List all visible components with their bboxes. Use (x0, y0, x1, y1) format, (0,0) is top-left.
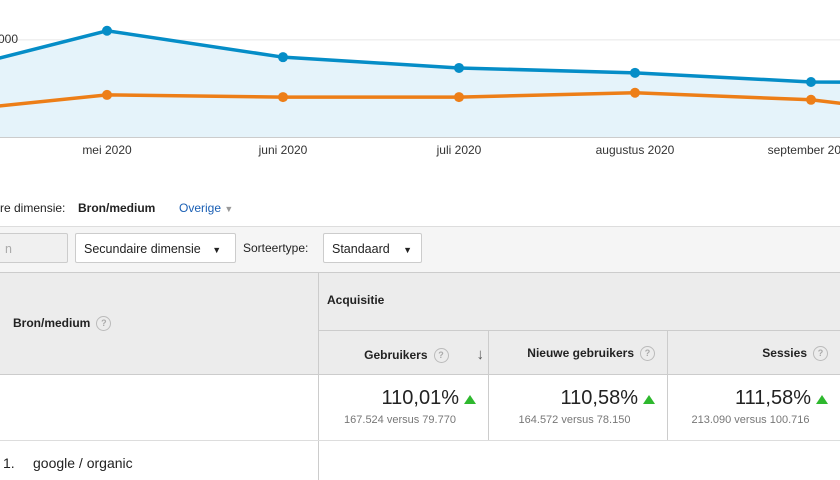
total-compare: 167.524 versus 79.770 (344, 414, 456, 426)
sort-select[interactable]: Standaard ▼ (323, 233, 422, 263)
row-label[interactable]: google / organic (33, 455, 133, 471)
point (806, 94, 816, 105)
total-value: 111,58% (667, 387, 828, 410)
dimension-header-text: Bron/medium (13, 316, 91, 330)
point (454, 62, 464, 73)
x-tick-label: juli 2020 (436, 143, 482, 157)
other-dimension[interactable]: Overige ▼ (179, 201, 234, 215)
total-compare: 213.090 versus 100.716 (691, 414, 810, 426)
show-button[interactable]: n weergeven (0, 233, 68, 286)
x-tick-label: mei 2020 (82, 143, 132, 157)
dimension-header: Bron/medium? (13, 316, 112, 332)
total-compare: 164.572 versus 78.150 (518, 414, 631, 426)
up-arrow (464, 395, 476, 404)
x-tick-label: juni 2020 (258, 143, 308, 157)
y-tick-label: 000 (0, 32, 18, 46)
point (278, 92, 288, 103)
help-icon[interactable]: ? (433, 348, 449, 364)
point (278, 52, 288, 63)
point (102, 25, 112, 36)
column-name: Nieuwe gebruikers (527, 346, 634, 360)
x-tick-label: augustus 2020 (596, 143, 675, 157)
column-name: Sessies (762, 346, 807, 360)
point (454, 92, 464, 103)
help-icon[interactable]: ? (640, 346, 655, 362)
total-value: 110,58% (488, 387, 655, 410)
dimension-label: re dimensie: (0, 201, 66, 215)
row-index: 1. (3, 455, 15, 471)
column-name: Gebruikers (364, 348, 428, 362)
sort-arrow[interactable]: ↓ (476, 346, 485, 363)
sort-label: Sorteertype: (243, 241, 309, 255)
point (630, 67, 640, 78)
secondary-text: Secundaire dimensie (84, 242, 201, 256)
column-divider (318, 272, 319, 480)
table-header (0, 272, 840, 375)
point (806, 76, 816, 87)
up-arrow (816, 395, 828, 404)
row-line (0, 440, 840, 441)
column-header[interactable]: Nieuwe gebruikers? (488, 346, 655, 362)
point (102, 89, 112, 100)
x-tick-label: september 2020 (768, 143, 840, 157)
help-icon[interactable]: ? (813, 346, 828, 362)
secondary-dimension[interactable]: Secundaire dimensie ▼ (75, 233, 236, 263)
column-divider (667, 330, 668, 440)
sort-text: Standaard (332, 242, 390, 256)
column-divider (488, 330, 489, 440)
subheader-line (318, 330, 840, 331)
total-percent: 110,01% (381, 387, 459, 409)
other-text: Overige (179, 201, 222, 215)
total-percent: 111,58% (735, 387, 811, 409)
area (0, 30, 840, 137)
total-percent: 110,58% (560, 387, 638, 409)
column-header[interactable]: Gebruikers? ↓ (318, 346, 485, 364)
active-dimension[interactable]: Bron/medium (78, 201, 156, 215)
point (630, 87, 640, 98)
up-arrow (643, 395, 655, 404)
total-value: 110,01% (318, 387, 476, 410)
column-header[interactable]: Sessies? (667, 346, 828, 362)
group-header: Acquisitie (327, 293, 385, 307)
